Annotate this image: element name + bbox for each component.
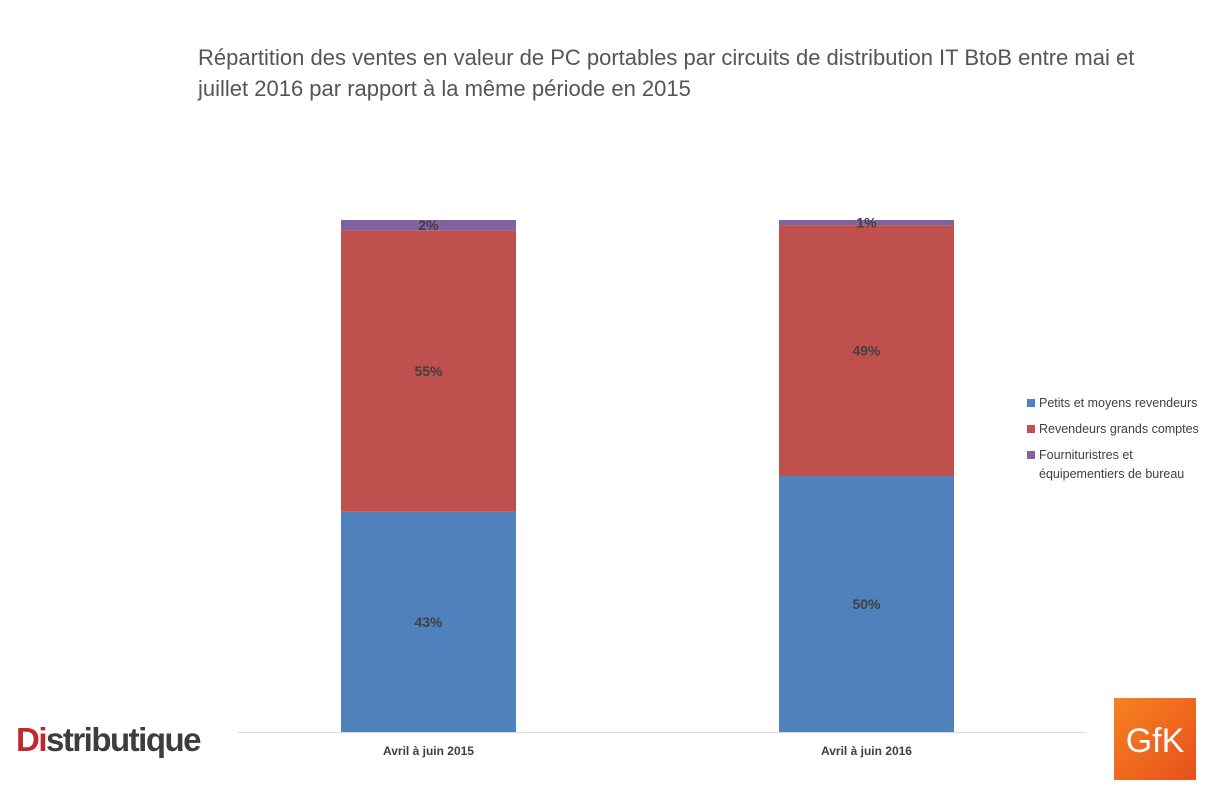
bar-segment	[779, 220, 954, 226]
data-label: 55%	[414, 363, 443, 379]
gfk-logo: GfK	[1114, 698, 1196, 780]
bar-segment	[341, 220, 516, 231]
legend-swatch	[1027, 451, 1035, 459]
legend-item-fournituristres: Fournituristres et équipementiers de bur…	[1027, 446, 1217, 484]
chart-title: Répartition des ventes en valeur de PC p…	[198, 45, 1135, 101]
gfk-logo-text: GfK	[1126, 722, 1185, 760]
data-label: 2%	[418, 217, 439, 233]
legend-swatch	[1027, 425, 1035, 433]
x-tick-label: Avril à juin 2016	[821, 744, 912, 758]
data-label: 43%	[414, 614, 443, 630]
data-label: 1%	[856, 215, 877, 231]
distributique-logo: Distributique	[16, 721, 202, 759]
bar-segment	[341, 230, 516, 512]
distributique-logo-rest: stributique	[46, 721, 202, 758]
legend-swatch	[1027, 399, 1035, 407]
legend: Petits et moyens revendeurs Revendeurs g…	[1027, 394, 1217, 491]
x-tick-label: Avril à juin 2015	[383, 744, 474, 758]
distributique-logo-accent: Di	[16, 721, 48, 758]
data-label: 49%	[852, 343, 881, 359]
bar-segment	[779, 225, 954, 476]
legend-label: Revendeurs grands comptes	[1039, 422, 1199, 436]
legend-label: Fournituristres et équipementiers de bur…	[1039, 448, 1185, 481]
bar-segment	[341, 511, 516, 732]
legend-item-grands-comptes: Revendeurs grands comptes	[1027, 420, 1217, 439]
data-label: 50%	[852, 596, 881, 612]
legend-label: Petits et moyens revendeurs	[1039, 396, 1198, 410]
bar-segment	[779, 476, 954, 732]
legend-item-petits-moyens: Petits et moyens revendeurs	[1027, 394, 1217, 413]
